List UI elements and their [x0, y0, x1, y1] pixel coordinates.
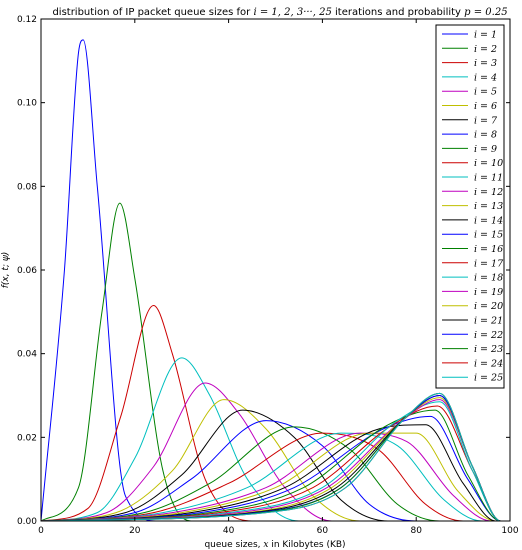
legend-label: i = 11 — [474, 173, 503, 184]
legend-label: i = 16 — [474, 244, 503, 255]
x-axis-label-math: x — [263, 540, 268, 550]
chart-title-math-2: p = 0.25 — [464, 7, 507, 18]
legend-label: i = 15 — [474, 230, 503, 241]
legend-label: i = 4 — [474, 72, 497, 83]
legend-frame — [435, 24, 505, 389]
legend-label: i = 9 — [474, 144, 497, 155]
legend-label: i = 18 — [474, 273, 503, 284]
series-line-14 — [40, 424, 510, 522]
series-line-11 — [40, 432, 510, 522]
series-line-10 — [40, 432, 510, 522]
x-axis-ticks: 0 20 40 60 80 100 — [38, 19, 519, 536]
legend-items: i = 1 i = 2 i = 3 i = 4 i = 5 i = 6 i = 7 i = 8… — [442, 30, 504, 384]
legend-label: i = 25 — [474, 373, 503, 384]
chart-title: distribution of IP packet queue sizes fo… — [52, 7, 507, 18]
legend-label: i = 2 — [474, 44, 497, 55]
series-line-13 — [40, 432, 510, 522]
legend-label: i = 3 — [474, 58, 497, 69]
legend-label: i = 24 — [474, 358, 503, 369]
y-tick-label: 0.10 — [17, 99, 37, 109]
x-tick-label: 60 — [317, 526, 329, 536]
legend-label: i = 12 — [474, 187, 503, 198]
legend-label: i = 5 — [474, 87, 497, 98]
x-tick-label: 40 — [223, 526, 235, 536]
y-tick-label: 0.04 — [17, 350, 37, 360]
legend-label: i = 22 — [474, 330, 503, 341]
legend-label: i = 10 — [474, 158, 503, 169]
series-line-16 — [40, 409, 510, 522]
series-line-7 — [40, 409, 510, 522]
x-tick-label: 20 — [129, 526, 141, 536]
x-tick-label: 100 — [501, 526, 518, 536]
y-tick-label: 0.00 — [17, 517, 37, 527]
plot-series — [40, 39, 510, 522]
y-axis-label: f(x, t; ψ) — [1, 252, 11, 289]
y-axis-ticks: 0.00 0.02 0.04 0.06 0.08 0.10 0.12 — [17, 15, 510, 527]
chart-title-prefix: distribution of IP packet queue sizes fo… — [52, 7, 253, 18]
legend-label: i = 6 — [474, 101, 497, 112]
legend: i = 1 i = 2 i = 3 i = 4 i = 5 i = 6 i = 7 i = 8… — [435, 24, 505, 389]
series-line-5 — [40, 382, 510, 522]
x-tick-label: 80 — [410, 526, 422, 536]
legend-label: i = 8 — [474, 130, 497, 141]
chart-title-math-1: i = 1, 2, 3···, 25 — [253, 7, 331, 18]
series-line-8 — [40, 420, 510, 522]
series-line-12 — [40, 432, 510, 522]
legend-label: i = 1 — [474, 30, 497, 41]
x-tick-label: 0 — [38, 526, 44, 536]
legend-label: i = 19 — [474, 287, 503, 298]
legend-label: i = 7 — [474, 115, 498, 126]
legend-label: i = 13 — [474, 201, 503, 212]
y-tick-label: 0.02 — [17, 433, 37, 443]
legend-label: i = 20 — [474, 301, 503, 312]
series-line-25 — [40, 392, 510, 522]
x-axis-label-suffix: in Kilobytes (KB) — [268, 540, 345, 550]
legend-label: i = 21 — [474, 316, 503, 327]
y-tick-label: 0.08 — [17, 182, 37, 192]
plot-frame — [40, 18, 511, 522]
legend-label: i = 14 — [474, 215, 503, 226]
y-tick-label: 0.06 — [17, 266, 37, 276]
chart-title-middle: iterations and probability — [332, 7, 464, 18]
y-tick-label: 0.12 — [17, 15, 37, 25]
legend-label: i = 17 — [474, 258, 504, 269]
legend-label: i = 23 — [474, 344, 503, 355]
x-axis-label-prefix: queue sizes, — [204, 540, 263, 550]
x-axis-label: queue sizes, x in Kilobytes (KB) — [204, 540, 345, 550]
